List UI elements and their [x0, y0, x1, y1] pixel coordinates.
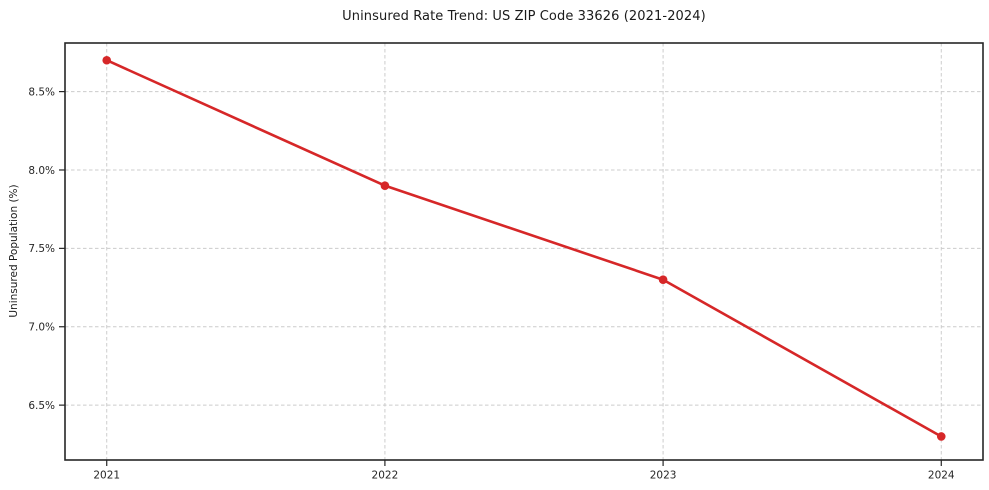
x-tick-label: 2023: [650, 470, 677, 482]
x-tick-label: 2021: [93, 470, 120, 482]
data-point-marker: [936, 432, 946, 441]
data-point-marker: [102, 55, 112, 65]
chart-title: Uninsured Rate Trend: US ZIP Code 33626 …: [342, 9, 706, 24]
plot-border: [64, 42, 984, 461]
data-point-marker: [380, 181, 390, 190]
data-point-marker: [658, 275, 668, 285]
x-tick-label: 2022: [372, 470, 399, 482]
trend-line: [105, 58, 943, 438]
y-tick-label: 8.0%: [28, 165, 55, 177]
x-tick-label: 2024: [928, 470, 955, 482]
y-tick-label: 8.5%: [28, 86, 55, 98]
y-tick-label: 7.0%: [28, 322, 55, 334]
y-tick-label: 7.5%: [28, 243, 55, 255]
y-tick-label: 6.5%: [28, 400, 55, 412]
